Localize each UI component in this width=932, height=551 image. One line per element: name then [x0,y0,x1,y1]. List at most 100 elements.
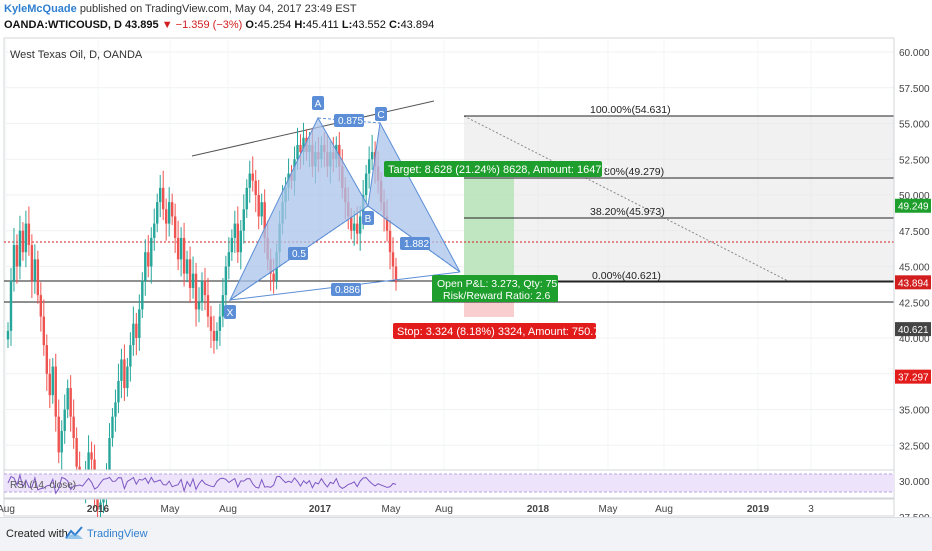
price-change: ▼ −1.359 (−3%) [161,19,243,31]
time-tick-label: May [161,504,180,515]
rsi-band [4,474,894,492]
candle-body [159,187,162,203]
candle-body [69,388,72,417]
candle-body [33,259,37,281]
footer-bar: Created with TradingView [0,517,932,551]
candle-body [170,202,174,217]
time-tick-label: 2019 [747,504,770,515]
candle-body [176,237,180,260]
price-tag [895,369,931,384]
low-value: 43.552 [352,19,386,31]
candle-body [385,216,389,231]
candle-body [272,273,275,281]
svg-text:Risk/Reward Ratio: 2.6: Risk/Reward Ratio: 2.6 [443,290,551,302]
candle-body [191,273,195,288]
candle-body [57,416,60,453]
ratio-label: 0.886 [335,285,360,296]
candle-body [63,409,66,431]
candle-body [179,237,183,260]
pattern-point-badge [375,107,387,121]
target-zone [464,178,514,282]
candle-body [126,366,129,389]
created-with-text: Created with [6,528,68,540]
time-tick-label: 2017 [309,504,332,515]
fib-level-label: 80%(49.279) [604,166,664,178]
stop-label: Stop: 3.324 (8.18%) 3324, Amount: 750.7 [393,323,599,339]
candle-body [42,316,46,346]
rsi-line [7,473,397,495]
open-value: 45.254 [257,19,292,31]
candle-body [24,223,28,253]
time-tick-label: 2018 [527,504,550,515]
price-chart[interactable]: West Texas Oil, D, OANDA 100.00%(54.631)… [0,0,932,517]
time-tick-label: 2016 [87,504,110,515]
candle-body [391,252,395,267]
time-tick-label: May [382,504,401,515]
candle-body [356,223,359,234]
time-tick-label: Aug [655,504,673,515]
tradingview-logo-icon[interactable] [64,525,84,541]
candle-body [162,187,165,210]
time-tick-label: Aug [435,504,453,515]
trend-dotted-line [463,115,791,283]
svg-text:Target: 8.628 (21.24%) 8628, A: Target: 8.628 (21.24%) 8628, Amount: 164… [388,164,611,176]
candle-body [388,230,392,253]
candle-body [120,359,123,381]
pattern-point-labels: X A B C [224,96,387,319]
ratio-label: 0.5 [292,249,306,260]
pattern-point-label: C [377,110,384,121]
price-tag [895,275,931,290]
candle-body [87,452,90,474]
candle-body [156,202,159,224]
candle-body [15,245,19,267]
svg-text:Open P&L: 3.273, Qty: 75: Open P&L: 3.273, Qty: 75 [437,278,557,290]
candle-body [206,295,210,317]
price-tick-label: 40.000 [899,334,930,345]
open-pnl-label: Open P&L: 3.273, Qty: 75 Risk/Reward Rat… [432,275,558,302]
open-label: O: [245,19,258,31]
candle-body [236,223,240,253]
candle-body [188,259,192,288]
symbol-label: OANDA:WTICOUSD, D [4,19,122,31]
candle-body [296,144,299,160]
time-axis[interactable]: Aug 2016 May Aug 2017 May Aug 2018 May Aug 2019 3 [0,504,814,515]
candle-body [30,245,34,281]
pattern-ratios: 0.875 0.5 1.882 0.886 [288,114,430,296]
close-value: 43.894 [400,19,435,31]
harmonic-pattern[interactable] [228,116,461,302]
candle-body [9,280,13,331]
candle-body [233,223,237,238]
high-value: 45.411 [305,19,339,31]
candle-body [99,502,102,510]
pattern-point-badge [362,211,374,225]
candle-body [299,144,302,153]
candle-body [108,438,111,474]
candle-body [221,295,225,317]
price-tick-label: 47.500 [899,227,930,238]
candle-body [39,295,43,317]
ohlc-legend: OANDA:WTICOUSD, D 43.895 ▼ −1.359 (−3%) … [4,19,434,31]
candle-body [245,187,248,210]
price-tick-label: 55.000 [899,120,930,131]
candle-body [164,209,168,224]
candle-body [36,259,40,296]
time-tick-label: Aug [219,504,237,515]
candle-body [194,273,198,310]
candle-body [173,216,177,238]
candle-body [27,223,31,246]
last-price: 43.895 [125,19,159,31]
candle-body [218,316,222,331]
candle-body [242,209,245,231]
price-tag [895,198,931,213]
price-tick-label: 30.000 [899,477,930,488]
pattern-point-label: A [315,99,322,110]
author-name[interactable]: KyleMcQuade [4,3,77,15]
candle-body [239,230,242,253]
published-text: published on TradingView.com, May 04, 20… [79,3,357,15]
candle-body [75,438,78,467]
ratio-badge [400,237,430,250]
tradingview-brand[interactable]: TradingView [87,528,148,540]
candle-body [257,195,260,217]
price-tick-label: 27.500 [899,513,930,517]
close-label: C: [388,19,401,31]
